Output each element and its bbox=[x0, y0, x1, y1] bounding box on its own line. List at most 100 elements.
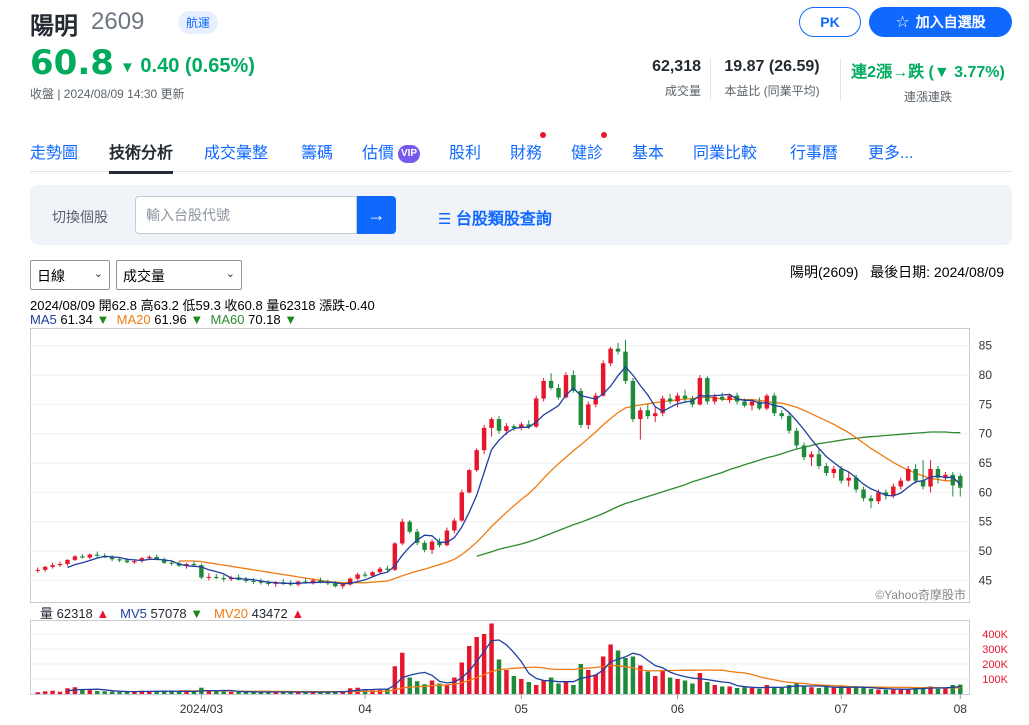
candle-body bbox=[682, 395, 688, 399]
price-tick-label: 65 bbox=[979, 456, 993, 470]
volume-bar bbox=[303, 692, 308, 694]
vol-label: 量 bbox=[40, 606, 54, 621]
arrow-right-icon: → bbox=[367, 204, 386, 225]
tab-more[interactable]: 更多... bbox=[868, 145, 914, 162]
volume-bar bbox=[928, 686, 933, 694]
date-tick-label: 07 bbox=[835, 702, 849, 716]
indicator-select[interactable]: 成交量 ⌄ bbox=[116, 260, 242, 290]
ma5-label: MA5 bbox=[30, 312, 57, 327]
candle-body bbox=[35, 569, 40, 571]
volume-bar bbox=[147, 691, 152, 694]
candle-body bbox=[318, 580, 323, 583]
volume-bar bbox=[615, 650, 621, 694]
period-select[interactable]: 日線 ⌄ bbox=[30, 260, 110, 290]
sector-badge[interactable]: 航運 bbox=[178, 11, 219, 34]
candle-body bbox=[638, 410, 643, 420]
date-tick-label: 04 bbox=[358, 702, 372, 716]
price-chart-frame bbox=[30, 328, 970, 603]
volume-bar bbox=[258, 691, 264, 694]
stat-volume-value: 62,318 bbox=[652, 58, 701, 75]
volume-bar bbox=[653, 676, 658, 694]
category-query-link[interactable]: ☰ 台股類股查詢 bbox=[438, 205, 552, 229]
tab-dividend[interactable]: 股利 bbox=[449, 145, 482, 162]
volume-bar bbox=[161, 691, 167, 694]
stock-name: 陽明 bbox=[30, 13, 78, 40]
volume-bar bbox=[117, 691, 122, 694]
volume-bar bbox=[645, 671, 651, 694]
tab-technical[interactable]: 技術分析 bbox=[109, 139, 174, 174]
volume-legend: 量 62318 ▲ MV5 57078 ▼ MV20 43472 ▲ bbox=[40, 603, 304, 622]
tab-trades[interactable]: 成交彙整 bbox=[204, 145, 269, 162]
volume-bar bbox=[920, 688, 926, 694]
candle-body bbox=[801, 445, 807, 458]
volume-bar bbox=[779, 688, 784, 694]
tab-peer-compare[interactable]: 同業比較 bbox=[693, 145, 758, 162]
volume-bar bbox=[57, 691, 63, 694]
search-submit-button[interactable]: → bbox=[357, 196, 396, 234]
candle-body bbox=[868, 498, 874, 502]
candle-body bbox=[221, 578, 226, 580]
candle-body bbox=[50, 565, 55, 567]
candle-body bbox=[80, 556, 85, 558]
category-query-label: 台股類股查詢 bbox=[455, 211, 552, 228]
candle-body bbox=[147, 556, 152, 559]
volume-bar bbox=[42, 691, 48, 694]
volume-bar bbox=[548, 677, 554, 694]
candle-body bbox=[727, 395, 732, 400]
candle-body bbox=[913, 468, 918, 481]
volume-bar bbox=[400, 652, 405, 694]
down-arrow-icon: ▼ bbox=[120, 59, 135, 76]
volume-bar bbox=[191, 691, 197, 694]
candle-body bbox=[824, 466, 829, 474]
volume-bar bbox=[251, 692, 256, 694]
volume-bar bbox=[853, 687, 859, 694]
volume-chart[interactable]: 100K 200K 300K 400K 2024/03 04 05 06 07 08 bbox=[30, 620, 1020, 725]
volume-bar bbox=[824, 686, 829, 694]
stat-volume: 62,318 成交量 bbox=[630, 58, 701, 99]
candle-body bbox=[385, 568, 390, 570]
volume-bar bbox=[697, 673, 703, 694]
candle-body bbox=[533, 398, 539, 427]
candle-body bbox=[481, 427, 487, 451]
candle-body bbox=[414, 531, 420, 543]
volume-bar bbox=[563, 682, 569, 694]
candle-body bbox=[392, 543, 398, 570]
tab-health[interactable]: 健診 bbox=[571, 145, 604, 162]
volume-bar bbox=[675, 679, 680, 694]
volume-bar bbox=[429, 680, 435, 694]
candle-body bbox=[630, 380, 636, 420]
candle-body bbox=[846, 477, 851, 481]
volume-bar bbox=[35, 692, 40, 694]
candle-body bbox=[667, 398, 673, 402]
candle-body bbox=[124, 560, 130, 563]
volume-bar bbox=[414, 681, 420, 694]
tab-financials[interactable]: 財務 bbox=[510, 145, 543, 162]
tab-trend[interactable]: 走勢圖 bbox=[30, 145, 79, 162]
tab-chips[interactable]: 籌碼 bbox=[301, 145, 334, 162]
volume-bar bbox=[95, 691, 100, 694]
candle-body bbox=[444, 530, 450, 546]
volume-bar bbox=[719, 686, 725, 694]
candle-body bbox=[757, 401, 762, 409]
add-watchlist-button[interactable]: ☆ 加入自選股 bbox=[869, 7, 1012, 37]
down-triangle-icon: ▼ bbox=[284, 312, 298, 327]
period-select-value: 日線 bbox=[37, 268, 65, 284]
candle-body bbox=[184, 563, 189, 566]
volume-bar bbox=[623, 658, 628, 694]
candle-body bbox=[653, 413, 658, 417]
volume-bar bbox=[481, 634, 487, 694]
stock-search-input[interactable] bbox=[135, 196, 357, 234]
volume-bar bbox=[422, 684, 427, 694]
volume-bar bbox=[154, 691, 159, 694]
tab-basic[interactable]: 基本 bbox=[632, 145, 665, 162]
tab-valuation[interactable]: 估價 VIP bbox=[362, 139, 421, 163]
ohlc-summary: 2024/08/09 開62.8 高63.2 低59.3 收60.8 量6231… bbox=[30, 298, 375, 313]
pk-button[interactable]: PK bbox=[799, 7, 861, 37]
price-tick-label: 55 bbox=[979, 515, 993, 529]
price-grid bbox=[30, 345, 970, 581]
volume-bar bbox=[132, 691, 137, 694]
tab-calendar[interactable]: 行事曆 bbox=[790, 145, 839, 162]
price-chart[interactable]: 45 50 55 60 65 70 75 80 85 ©Yahoo奇摩股市 bbox=[30, 328, 1020, 603]
candle-body bbox=[340, 584, 345, 587]
ma60-path bbox=[476, 431, 961, 557]
